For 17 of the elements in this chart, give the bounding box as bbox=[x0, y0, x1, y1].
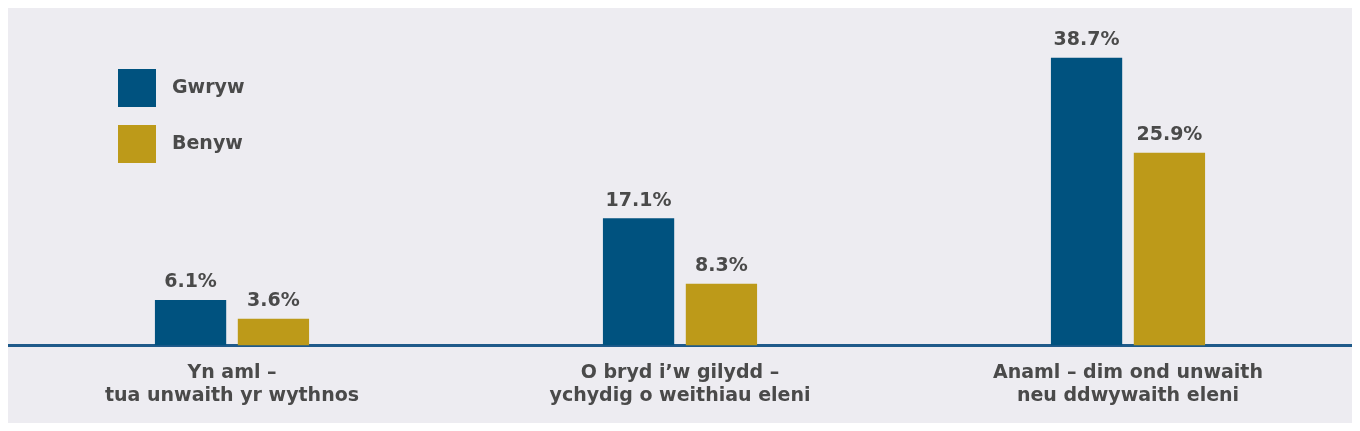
bar bbox=[1050, 57, 1123, 346]
data-label: 8.3% bbox=[695, 253, 748, 276]
bar bbox=[602, 218, 675, 346]
x-tick-label: Anaml – dim ond unwaith neu ddwywaith eleni bbox=[993, 359, 1263, 405]
bar bbox=[237, 318, 310, 346]
legend-label: Gwryw bbox=[172, 74, 245, 97]
data-label: 38.7% bbox=[1053, 27, 1120, 50]
x-tick-label: Yn aml – tua unwaith yr wythnos bbox=[104, 359, 360, 405]
data-label: 6.1% bbox=[164, 269, 217, 292]
bar bbox=[685, 283, 758, 346]
data-label: 17.1% bbox=[605, 187, 672, 210]
data-label: 25.9% bbox=[1136, 122, 1203, 145]
bar bbox=[1133, 152, 1206, 346]
legend-label: Benyw bbox=[172, 130, 243, 153]
data-label: 3.6% bbox=[247, 288, 300, 311]
x-tick-label: O bryd i’w gilydd – ychydig o weithiau eleni bbox=[549, 359, 811, 405]
bar bbox=[154, 300, 227, 346]
